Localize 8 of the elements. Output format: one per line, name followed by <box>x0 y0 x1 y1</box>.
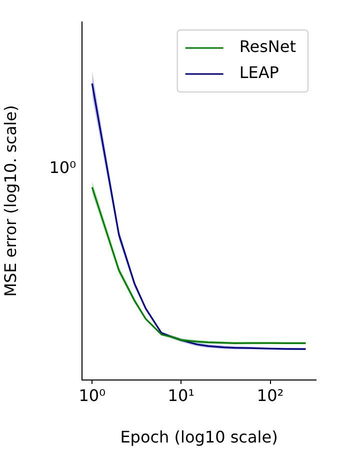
x-axis-title: Epoch (log10 scale) <box>120 428 278 447</box>
text: 10⁰ <box>49 158 76 177</box>
y-axis-title: MSE error (log10. scale) <box>0 105 20 297</box>
legend-label: LEAP <box>239 63 280 82</box>
legend-label: ResNet <box>239 37 296 56</box>
x-tick-label: 10² <box>256 386 284 405</box>
x-tick-label: 10¹ <box>168 386 195 405</box>
x-tick-label: 10⁰ <box>78 386 106 405</box>
